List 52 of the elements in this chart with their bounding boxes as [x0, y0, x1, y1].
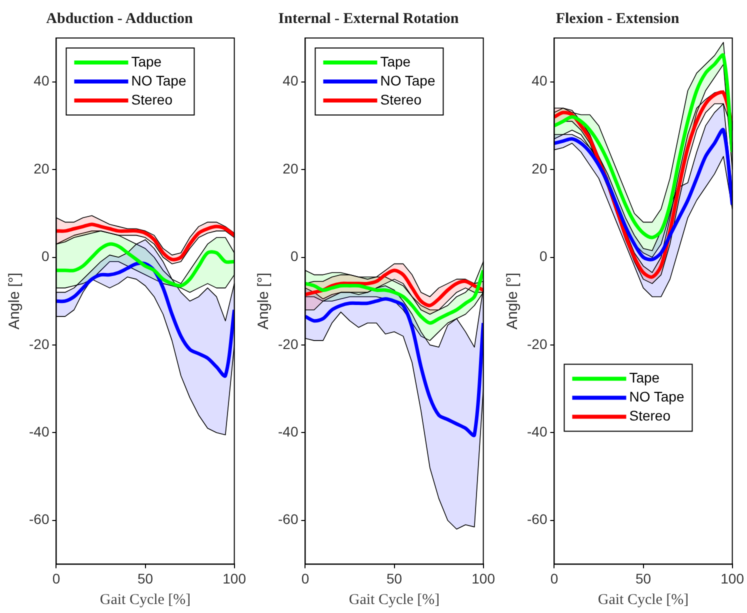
- y-tick-label: 0: [41, 248, 50, 264]
- y-tick-label: -60: [278, 511, 298, 528]
- legend-label: NO Tape: [629, 388, 684, 405]
- chart-title: Abduction - Adduction: [46, 10, 194, 27]
- y-axis-title: Angle [°]: [6, 272, 24, 330]
- y-tick-label: -20: [527, 336, 548, 352]
- x-tick-label: 50: [635, 570, 652, 586]
- y-tick-label: 20: [34, 160, 50, 176]
- legend-label: Stereo: [131, 91, 173, 108]
- line-series: [305, 297, 484, 437]
- x-tick-label: 0: [52, 570, 60, 586]
- x-axis-title: Gait Cycle [%]: [598, 592, 689, 608]
- x-tick-label: 50: [137, 570, 154, 586]
- line-series: [56, 222, 234, 262]
- x-tick-label: 100: [472, 570, 496, 586]
- chart-title: Flexion - Extension: [556, 10, 680, 27]
- y-tick-label: -20: [278, 336, 298, 352]
- y-tick-label: -40: [278, 424, 298, 440]
- x-tick-label: 100: [720, 570, 744, 586]
- y-axis-title: Angle [°]: [255, 272, 272, 330]
- line-series: [554, 128, 732, 262]
- line-series: [56, 262, 234, 378]
- line-series: [305, 268, 484, 325]
- legend-label: Tape: [131, 53, 162, 70]
- y-tick-label: -60: [29, 511, 50, 528]
- y-tick-label: 20: [532, 160, 548, 176]
- legend-label: NO Tape: [380, 72, 436, 88]
- legend-label: Stereo: [629, 408, 671, 424]
- y-axis-title: Angle [°]: [504, 272, 522, 330]
- y-tick-label: -40: [29, 424, 50, 440]
- legend-label: NO Tape: [131, 72, 186, 88]
- chart-title: Internal - External Rotation: [278, 10, 460, 27]
- x-tick-label: 0: [301, 570, 310, 586]
- y-tick-label: 40: [532, 72, 548, 89]
- y-tick-label: 40: [34, 72, 50, 89]
- y-tick-label: -60: [527, 511, 548, 528]
- y-tick-label: -40: [527, 424, 548, 440]
- y-tick-label: 20: [282, 160, 298, 176]
- x-tick-label: 100: [222, 570, 246, 586]
- line-series: [305, 268, 484, 308]
- y-tick-label: -20: [29, 336, 50, 352]
- legend-label: Tape: [380, 53, 411, 70]
- y-tick-label: 0: [539, 248, 548, 264]
- legend-label: Stereo: [380, 91, 422, 108]
- x-axis-title: Gait Cycle [%]: [348, 592, 440, 608]
- legend-label: Tape: [629, 370, 660, 386]
- y-tick-label: 40: [282, 72, 298, 89]
- line-series: [56, 242, 234, 288]
- x-axis-title: Gait Cycle [%]: [100, 592, 191, 608]
- x-tick-label: 0: [550, 570, 558, 586]
- y-tick-label: 0: [290, 248, 298, 264]
- x-tick-label: 50: [386, 570, 402, 586]
